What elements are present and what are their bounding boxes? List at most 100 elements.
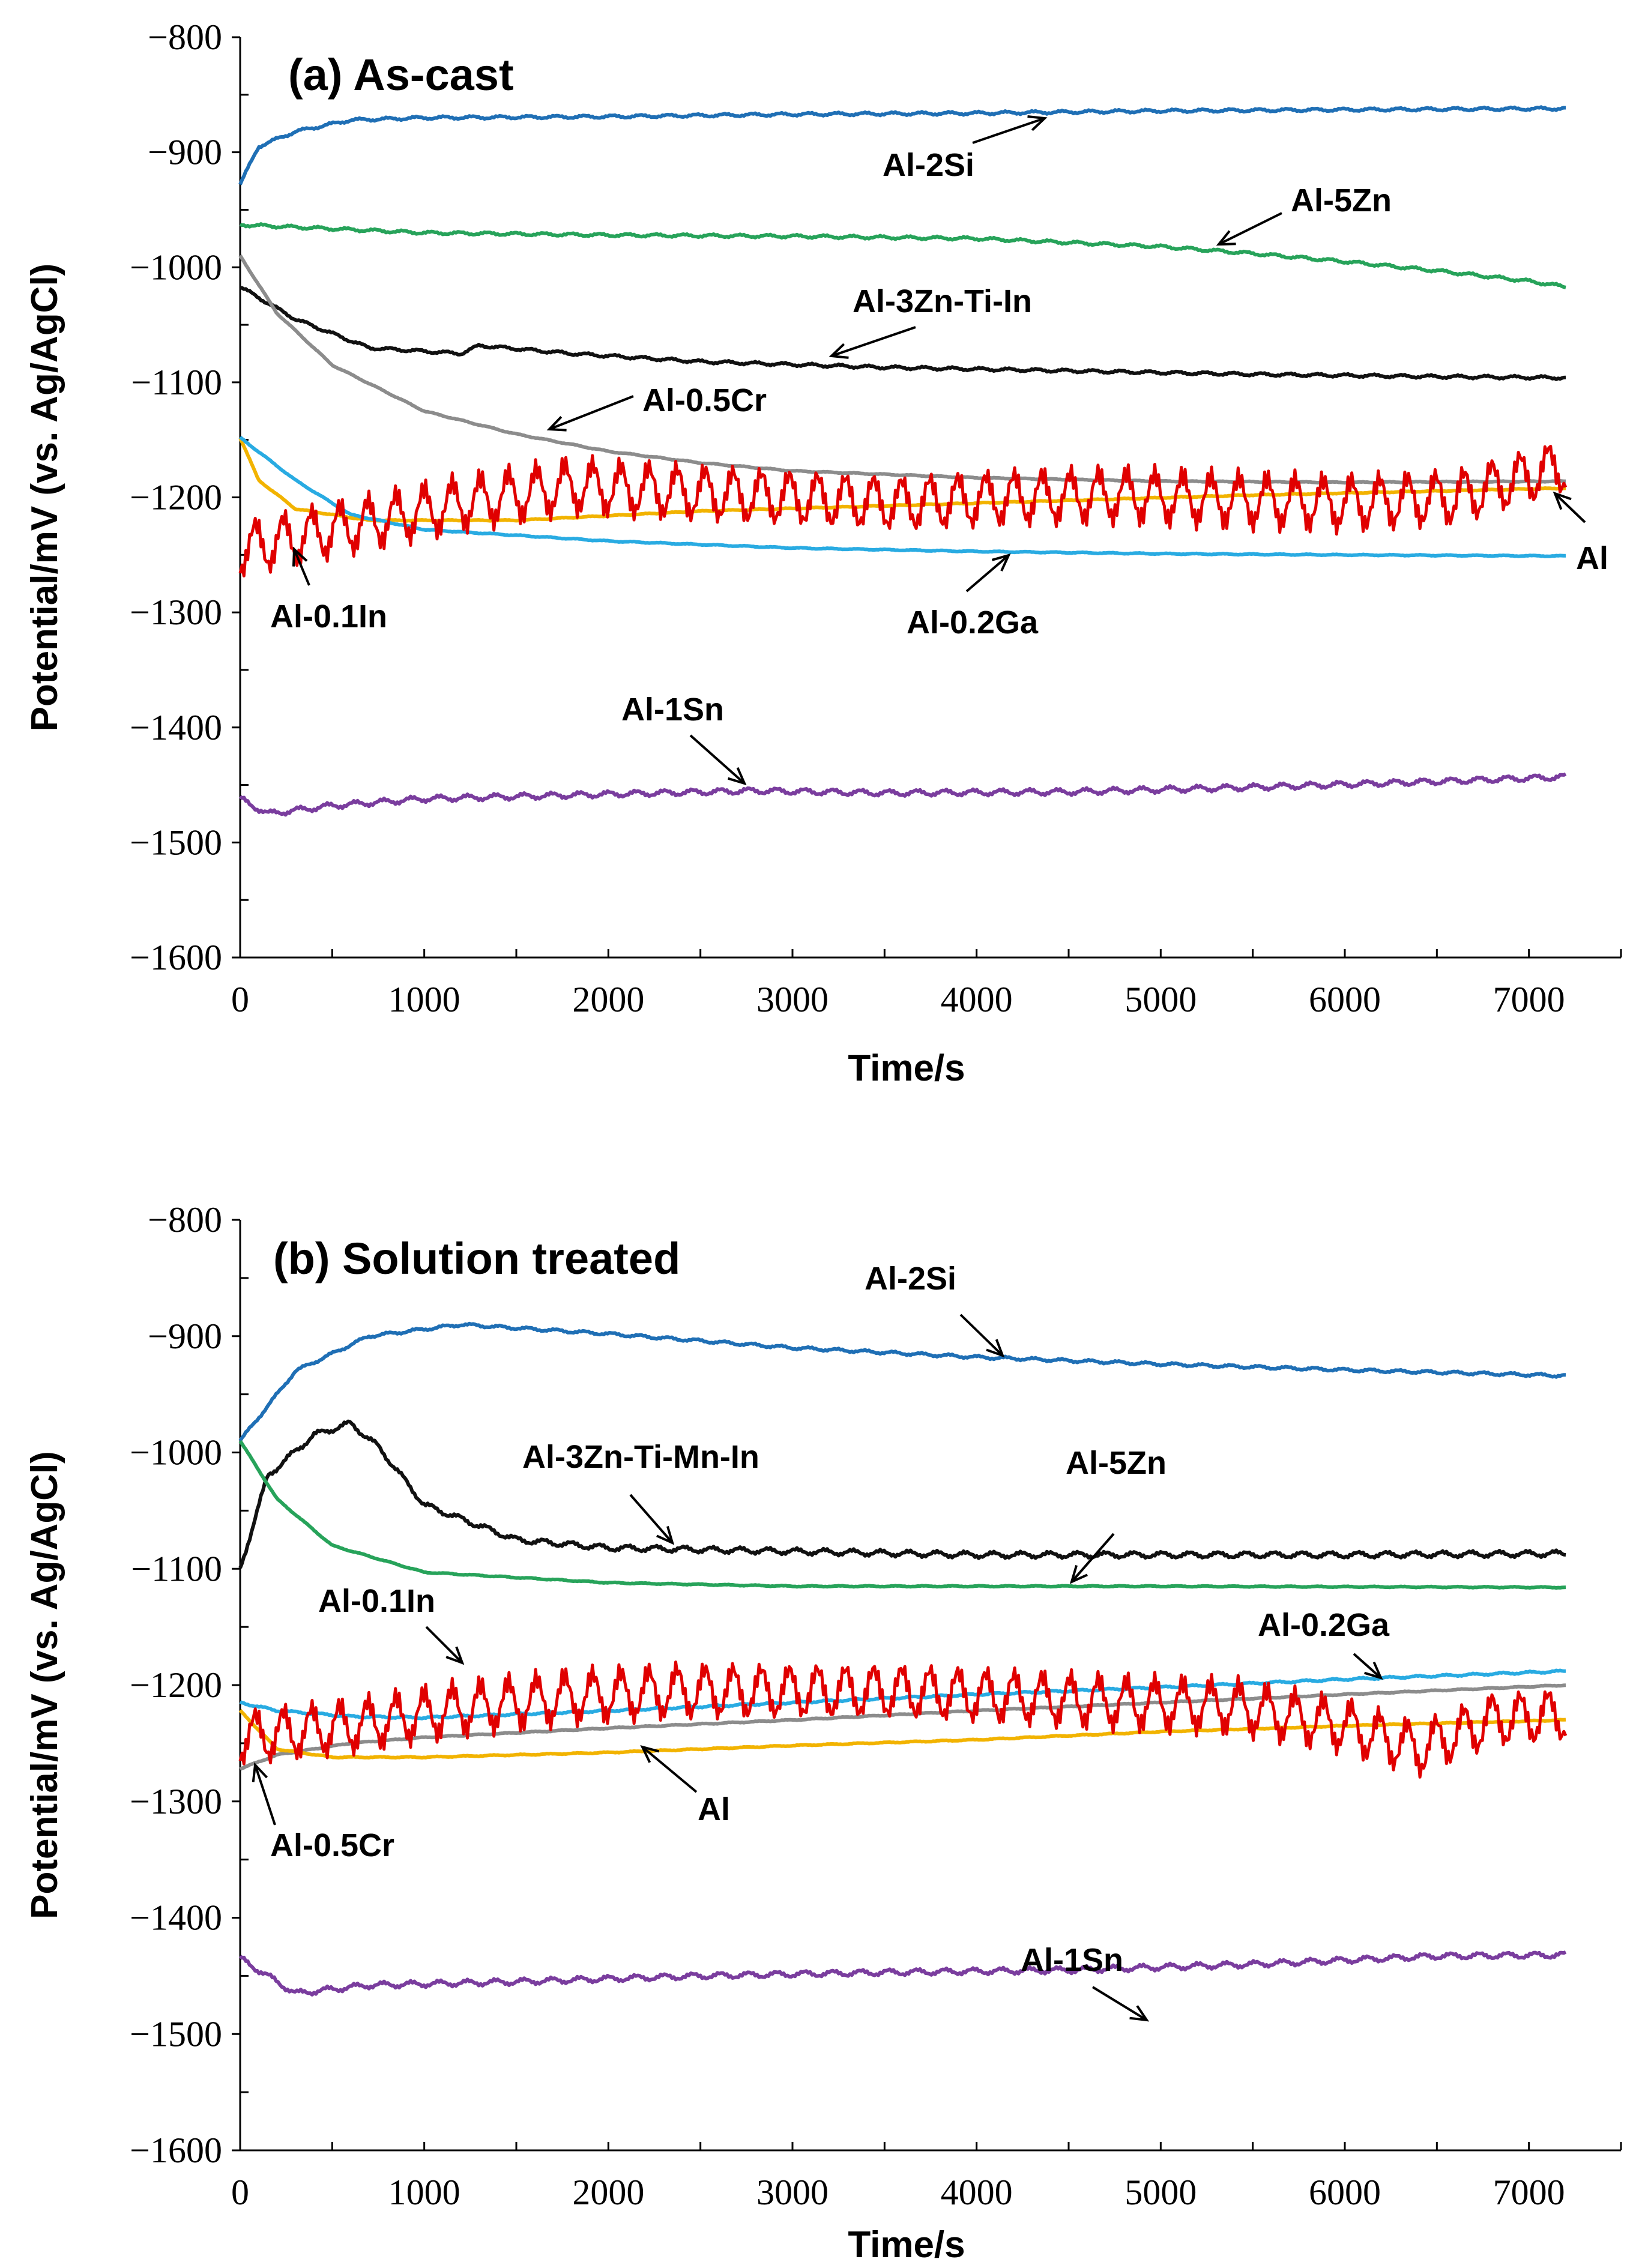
annotation-label-al-0-5cr: Al-0.5Cr <box>270 1827 394 1863</box>
x-tick-label: 0 <box>231 2173 249 2212</box>
series-line-al-0-5cr <box>239 1683 1566 1771</box>
panel-b: −800 −900 −1000 −1100 −1200 −1300 −1400 −1500 −1… <box>24 1200 1622 2266</box>
annotation-arrow <box>254 1764 276 1826</box>
x-tick-label: 5000 <box>1124 2173 1197 2212</box>
x-tick-label: 2000 <box>572 2173 644 2212</box>
annotation-arrow <box>965 554 1010 593</box>
annotation-label-al-3zn-ti-in: Al-3Zn-Ti-In <box>853 283 1032 319</box>
annotation-label-al-2si: Al-2Si <box>865 1261 956 1297</box>
annotation-label-al-0-1in: Al-0.1In <box>318 1583 435 1619</box>
y-axis-title: Potential/mV (vs. Ag/AgCl) <box>24 264 65 732</box>
series-line-al-5zn <box>239 222 1566 289</box>
annotation-label-al: Al <box>1576 540 1608 576</box>
annotation-arrow <box>1218 212 1282 246</box>
annotation-arrow <box>1353 1653 1382 1679</box>
series-line-al-0-5cr <box>238 254 1566 485</box>
x-tick-label: 6000 <box>1309 980 1381 1019</box>
annotation-arrowhead <box>1364 1661 1383 1680</box>
x-tick-label: 4000 <box>941 980 1013 1019</box>
x-tick-label: 3000 <box>756 980 829 1019</box>
y-tick-label: −1500 <box>130 822 222 862</box>
annotation-arrow <box>641 1746 698 1793</box>
annotation-label-al-2si: Al-2Si <box>883 147 974 183</box>
y-tick-label: −1000 <box>130 1433 222 1473</box>
y-tick-label: −900 <box>148 133 222 172</box>
annotation-arrowhead <box>1027 115 1048 131</box>
x-tick-label: 7000 <box>1493 2173 1565 2212</box>
series-line-al-3zn-ti-mn-in <box>238 1419 1566 1569</box>
annotation-arrow <box>1070 1533 1115 1583</box>
series-line-al-1sn <box>238 1950 1567 1997</box>
x-tick-label: 5000 <box>1124 980 1197 1019</box>
annotation-arrow <box>972 117 1045 144</box>
annotation-arrowhead <box>829 343 849 359</box>
annotation-arrowhead <box>640 1745 660 1763</box>
series-line-al-5zn <box>238 1440 1566 1590</box>
x-tick-label: 7000 <box>1493 980 1565 1019</box>
annotation-arrow <box>1554 492 1586 523</box>
y-tick-label: −1200 <box>130 1665 222 1705</box>
y-tick-label: −1300 <box>130 1782 222 1821</box>
series-line-al-3zn-ti-in <box>240 286 1566 381</box>
series-line-al-0-1in <box>238 445 1568 578</box>
x-tick-label: 0 <box>231 980 249 1019</box>
x-tick-label: 4000 <box>941 2173 1013 2212</box>
series-line-al-2si <box>238 1321 1566 1442</box>
panel-a: −800 −900 −1000 −1100 −1200 −1300 −1400 −1500 −1… <box>24 17 1622 1089</box>
annotation-arrowhead <box>1553 491 1572 510</box>
y-tick-label: −800 <box>148 17 222 57</box>
series-line-al-0-2ga <box>239 435 1566 558</box>
y-tick-label: −1000 <box>130 247 222 287</box>
annotation-label-al-0-2ga: Al-0.2Ga <box>907 605 1039 641</box>
annotation-arrow <box>1091 1986 1148 2021</box>
y-tick-label: −1400 <box>130 1898 222 1938</box>
annotation-arrowhead <box>728 767 747 786</box>
panel-title: (b) Solution treated <box>273 1234 680 1283</box>
panel-title: (a) As-cast <box>288 50 514 100</box>
series-line-al-2si <box>238 105 1566 185</box>
y-axis-title: Potential/mV (vs. Ag/AgCl) <box>24 1451 65 1919</box>
annotation-arrow <box>293 549 310 586</box>
annotation-arrowhead <box>546 415 567 432</box>
annotation-arrow <box>689 734 746 785</box>
y-tick-label: −1500 <box>130 2014 222 2054</box>
annotation-label-al-0-5cr: Al-0.5Cr <box>642 382 767 418</box>
annotation-arrowhead <box>991 553 1011 572</box>
y-tick-label: −1100 <box>131 1549 222 1588</box>
annotation-label-al-3zn-ti-mn-in: Al-3Zn-Ti-Mn-In <box>522 1439 759 1475</box>
y-tick-label: −1100 <box>131 363 222 402</box>
y-tick-label: −900 <box>148 1316 222 1356</box>
annotation-arrowhead <box>656 1525 675 1545</box>
annotation-arrowhead <box>1069 1564 1088 1584</box>
x-tick-label: 1000 <box>388 2173 460 2212</box>
x-tick-label: 1000 <box>388 980 460 1019</box>
annotation-label-al: Al <box>698 1791 730 1827</box>
annotation-label-al-0-1in: Al-0.1In <box>270 599 387 635</box>
annotation-label-al-5zn: Al-5Zn <box>1066 1445 1167 1481</box>
series-line-al-1sn <box>239 772 1567 817</box>
annotation-label-al-0-2ga: Al-0.2Ga <box>1258 1607 1390 1643</box>
x-tick-label: 6000 <box>1309 2173 1381 2212</box>
y-tick-label: −1600 <box>130 938 222 977</box>
annotation-arrowhead <box>986 1339 1005 1358</box>
y-tick-label: −800 <box>148 1200 222 1240</box>
annotation-arrow <box>959 1313 1004 1357</box>
series-line-al <box>238 437 1566 523</box>
x-tick-label: 2000 <box>572 980 644 1019</box>
annotation-label-al-1sn: Al-1Sn <box>621 692 724 728</box>
y-tick-label: −1300 <box>130 593 222 632</box>
annotation-arrow <box>831 326 916 357</box>
annotation-arrowhead <box>292 546 308 567</box>
series-line-al-0-1in <box>238 1660 1568 1779</box>
annotation-arrow <box>549 395 634 430</box>
annotation-arrowhead <box>1129 2005 1150 2022</box>
x-tick-label: 3000 <box>756 2173 829 2212</box>
y-tick-label: −1600 <box>130 2131 222 2170</box>
x-axis-title: Time/s <box>848 1048 965 1089</box>
annotation-label-al-5zn: Al-5Zn <box>1291 182 1392 219</box>
y-tick-label: −1400 <box>130 708 222 747</box>
annotation-arrow <box>629 1494 674 1544</box>
x-axis-title: Time/s <box>848 2224 965 2266</box>
y-tick-label: −1200 <box>130 478 222 517</box>
